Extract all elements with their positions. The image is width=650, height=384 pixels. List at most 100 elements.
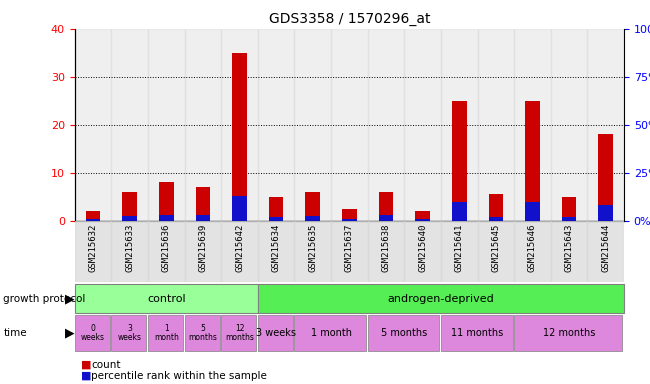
Bar [196,215,210,221]
Bar [86,219,100,221]
Bar [258,29,294,221]
Bar [415,219,430,221]
Text: GSM215645: GSM215645 [491,224,500,272]
Bar [185,221,221,282]
Bar [269,217,283,221]
Text: ■: ■ [81,371,92,381]
Text: 0
weeks: 0 weeks [81,324,105,343]
Bar [404,221,441,282]
Text: GSM215646: GSM215646 [528,224,537,272]
Bar [232,53,247,221]
Bar [148,315,183,351]
Text: 12
months: 12 months [225,324,254,343]
Bar [111,315,146,351]
Text: GSM215638: GSM215638 [382,224,391,272]
Bar [514,221,551,282]
Bar [489,194,503,221]
Text: control: control [147,293,186,304]
Bar [478,29,514,221]
Bar [588,221,624,282]
Text: GSM215633: GSM215633 [125,224,134,272]
Bar [368,29,404,221]
Text: percentile rank within the sample: percentile rank within the sample [91,371,267,381]
Bar [196,187,210,221]
Text: time: time [3,328,27,338]
Bar [258,284,624,313]
Bar [588,29,624,221]
Text: GSM215635: GSM215635 [308,224,317,272]
Bar [379,192,393,221]
Bar [86,211,100,221]
Text: GSM215636: GSM215636 [162,224,171,272]
Text: 12 months: 12 months [543,328,595,338]
Bar [415,211,430,221]
Bar [75,315,110,351]
Bar [562,197,577,221]
Text: GSM215644: GSM215644 [601,224,610,272]
Bar [306,216,320,221]
Text: 5
months: 5 months [188,324,217,343]
Bar [258,315,292,351]
Text: 1
month: 1 month [154,324,179,343]
Bar [185,315,220,351]
Bar [294,315,366,351]
Bar [306,192,320,221]
Text: GSM215640: GSM215640 [418,224,427,272]
Bar [258,221,294,282]
Text: GSM215642: GSM215642 [235,224,244,272]
Bar [525,101,540,221]
Bar [111,29,148,221]
Bar [368,221,404,282]
Bar [514,315,622,351]
Text: 11 months: 11 months [451,328,504,338]
Bar [342,219,357,221]
Bar [331,221,368,282]
Text: ■: ■ [81,360,92,370]
Bar [342,209,357,221]
Text: ▶: ▶ [66,292,75,305]
Text: GSM215634: GSM215634 [272,224,281,272]
Bar [159,215,174,221]
Bar [75,284,258,313]
Text: GSM215639: GSM215639 [198,224,207,272]
Bar [525,202,540,221]
Bar [441,315,512,351]
Bar [478,221,514,282]
Text: GSM215643: GSM215643 [565,224,573,272]
Bar [379,215,393,221]
Text: 1 month: 1 month [311,328,352,338]
Bar [441,29,478,221]
Bar [75,221,111,282]
Bar [269,197,283,221]
Text: GSM215641: GSM215641 [455,224,463,272]
Text: androgen-deprived: androgen-deprived [387,293,494,304]
Text: growth protocol: growth protocol [3,293,86,304]
Bar [441,221,478,282]
Text: 5 months: 5 months [381,328,428,338]
Bar [562,217,577,221]
Bar [404,29,441,221]
Text: ▶: ▶ [66,327,75,339]
Bar [148,221,185,282]
Bar [122,216,137,221]
Text: 3
weeks: 3 weeks [118,324,142,343]
Bar [122,192,137,221]
Bar [221,221,258,282]
Text: GSM215637: GSM215637 [345,224,354,272]
Bar [599,205,613,221]
Bar [294,29,331,221]
Bar [551,29,588,221]
Bar [75,29,111,221]
Bar [599,134,613,221]
Bar [159,182,174,221]
Bar [331,29,368,221]
Bar [221,29,258,221]
Bar [551,221,588,282]
Bar [232,196,247,221]
Title: GDS3358 / 1570296_at: GDS3358 / 1570296_at [268,12,430,26]
Bar [489,217,503,221]
Bar [452,202,467,221]
Bar [148,29,185,221]
Bar [185,29,221,221]
Bar [111,221,148,282]
